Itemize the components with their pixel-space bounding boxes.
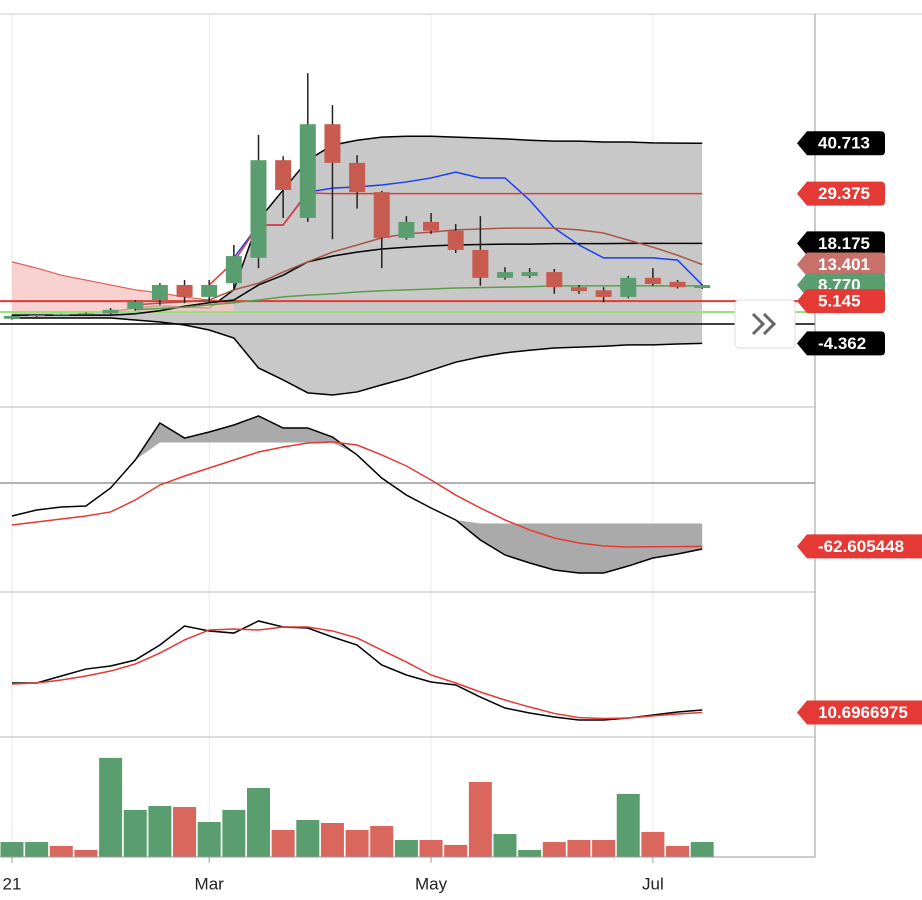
- volume-bar: [247, 787, 270, 857]
- volume-bar: [345, 829, 369, 857]
- candle-body: [299, 124, 316, 218]
- candle-body: [620, 277, 637, 297]
- candle-body: [127, 301, 144, 309]
- chevron-icon[interactable]: [751, 312, 777, 336]
- price-tag-label: -62.605448: [818, 537, 904, 556]
- candle-body: [151, 284, 168, 301]
- volume-bar: [197, 821, 221, 857]
- cloud-area: [12, 261, 234, 313]
- volume-bar: [493, 833, 517, 857]
- band-lower: [12, 317, 703, 396]
- indicator-line: [11, 626, 703, 720]
- price-tag: [797, 131, 885, 156]
- price-tag-label: 13.401: [818, 255, 870, 274]
- volume-bar: [74, 849, 98, 857]
- candle-body: [497, 272, 513, 278]
- candle-body: [250, 160, 267, 258]
- volume-bar: [271, 829, 295, 857]
- candle-body: [669, 281, 686, 288]
- cloud-edge: [11, 261, 234, 304]
- candle-body: [324, 124, 341, 163]
- volume-bar: [320, 823, 344, 857]
- candle-body: [570, 287, 587, 292]
- volume-bar: [99, 757, 123, 857]
- volume-bar: [296, 819, 320, 857]
- price-tag: [797, 181, 885, 206]
- candle-body: [28, 315, 45, 317]
- candle-body: [595, 290, 612, 297]
- price-tag: [797, 534, 922, 559]
- candle-body: [644, 277, 661, 285]
- candle-body: [349, 162, 366, 193]
- volume-bar: [370, 826, 394, 857]
- candle-body: [225, 256, 242, 284]
- volume-bar: [468, 781, 492, 857]
- volume-bar: [25, 842, 49, 857]
- candle-body: [53, 314, 70, 316]
- price-tag: [797, 331, 885, 356]
- volume-bar: [518, 849, 542, 857]
- volume-bar: [666, 845, 690, 857]
- volume-bar: [542, 842, 566, 857]
- x-tick-label: Mar: [195, 874, 225, 893]
- price-tag-label: 29.375: [818, 184, 870, 203]
- candle-body: [472, 249, 489, 278]
- volume-bar: [148, 806, 172, 857]
- volume-bar: [641, 831, 665, 857]
- candle-body: [398, 221, 415, 238]
- volume-bar: [592, 840, 616, 857]
- indicator-line: [11, 415, 703, 574]
- price-tag-label: 5.145: [818, 292, 861, 311]
- candle-body: [77, 313, 94, 315]
- candle-body: [201, 284, 218, 297]
- histogram-fill: [12, 415, 703, 574]
- candle-body: [447, 230, 464, 250]
- labels: 40.71329.37518.17513.4018.7705.145-4.362…: [797, 131, 922, 725]
- candle-body: [521, 272, 538, 277]
- candle-body: [546, 272, 563, 288]
- candle-body: [423, 221, 440, 231]
- volume-bar: [419, 840, 443, 857]
- price-tag: [797, 700, 922, 725]
- candle-body: [4, 316, 20, 319]
- candle-body: [275, 160, 292, 190]
- candle-body: [102, 309, 119, 314]
- candle-body: [694, 285, 711, 289]
- volume-bar: [0, 842, 24, 857]
- volume-bar: [616, 793, 640, 857]
- x-tick-label: 21: [3, 874, 22, 893]
- price-tag-label: 40.713: [818, 134, 870, 153]
- price-tag: [797, 289, 885, 314]
- x-tick-label: Jul: [642, 874, 664, 893]
- price-tag-label: 18.175: [818, 234, 870, 253]
- indicator-line: [208, 192, 703, 286]
- x-tick-label: May: [415, 874, 448, 893]
- marks: [0, 73, 815, 857]
- indicator-line: [11, 441, 703, 548]
- volume-bar: [173, 807, 197, 857]
- indicator-line: [12, 242, 703, 316]
- scroll-button[interactable]: [734, 299, 796, 349]
- indicator-line: [135, 285, 703, 311]
- price-tag: [797, 231, 885, 256]
- volume-bar: [394, 840, 418, 857]
- price-tag-label: 10.6966975: [818, 703, 908, 722]
- volume-bar: [222, 809, 246, 857]
- volume-bar: [690, 842, 714, 857]
- indicator-line: [12, 620, 703, 721]
- volume-bar: [49, 845, 73, 857]
- indicator-line: [135, 227, 703, 306]
- volume-bar: [444, 844, 468, 857]
- price-tag-label: -4.362: [818, 334, 866, 353]
- volume-bar: [567, 840, 591, 857]
- price-tag: [797, 252, 885, 277]
- volume-bar: [123, 809, 147, 857]
- candle-body: [373, 192, 390, 238]
- candle-body: [176, 284, 193, 297]
